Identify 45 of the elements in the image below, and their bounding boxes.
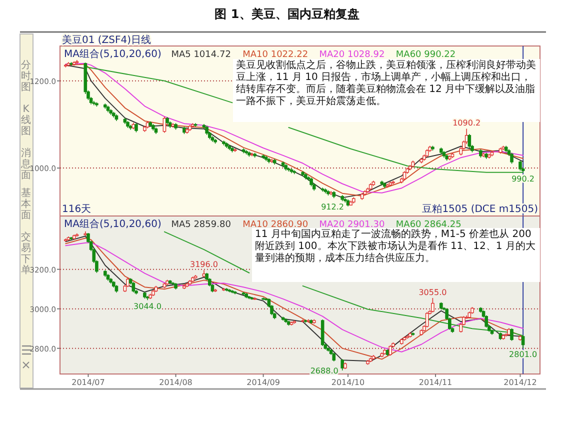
text: MA10 2860.90 bbox=[242, 220, 308, 230]
candlestick bbox=[388, 344, 392, 356]
annotation: 1090.2 bbox=[452, 118, 481, 128]
candlestick bbox=[205, 125, 208, 136]
legend-title: MA组合(5,10,20,60) bbox=[64, 48, 162, 60]
candlestick bbox=[431, 298, 434, 313]
text: MA60 990.22 bbox=[396, 50, 456, 60]
text: MA5 2859.80 bbox=[171, 220, 232, 230]
annotation: 3044.0 bbox=[134, 302, 162, 312]
text: MA60 2864.25 bbox=[396, 220, 462, 230]
annotation: 912.2 bbox=[321, 202, 344, 212]
candlestick bbox=[402, 170, 406, 181]
candlestick bbox=[510, 328, 514, 342]
candlestick bbox=[340, 358, 344, 371]
chart-subtitle: 美豆01 (ZSF4)日线 bbox=[62, 34, 152, 46]
annotation: 美豆见收割低点之后，谷物止跌，美豆粕领涨，压榨利润良好带动美豆上涨，11 月 10 日报告，市场上调单产，小幅上调压榨和出口，结转库存不变。而后，随着美豆粕物流会在 12 月中下缓解以及油脂一路不振下，美豆开始震荡走低。 bbox=[236, 60, 536, 107]
text: MA20 1028.92 bbox=[319, 50, 385, 60]
candlestick bbox=[484, 314, 488, 328]
candlestick bbox=[518, 160, 522, 172]
candlestick bbox=[468, 134, 472, 148]
text: 交易下单 bbox=[21, 231, 31, 276]
candlestick bbox=[134, 122, 138, 133]
annotation: 3055.0 bbox=[418, 288, 447, 297]
x-tick-label: 2014/12 bbox=[504, 378, 537, 387]
candlestick bbox=[521, 335, 525, 349]
text: 消息面 bbox=[20, 147, 31, 181]
text: 分时图 bbox=[21, 59, 31, 93]
x-tick-label: 2014/10 bbox=[331, 378, 365, 387]
text: 基本面 bbox=[21, 187, 31, 221]
candlestick bbox=[510, 152, 514, 164]
annotation: 11 月中旬国内豆粕走了一波流畅的跌势，M1-5 价差也从 200 附近跌到 100。本次下跌被市场认为是看作 11、12、1 月的大量到港的预期，成本压力结合供应压力。 bbox=[252, 228, 540, 282]
text: MA5 1014.72 bbox=[171, 50, 231, 60]
x-tick-label: 2014/08 bbox=[159, 378, 192, 387]
x-tick-label: 2014/11 bbox=[418, 378, 452, 387]
text: K线图 bbox=[21, 104, 31, 137]
annotation: 116天 bbox=[62, 204, 92, 215]
candlestick bbox=[425, 312, 429, 328]
x-tick-label: 2014/07 bbox=[72, 378, 105, 387]
text: MA20 2901.30 bbox=[319, 220, 385, 230]
legend-title: MA组合(5,10,20,60) bbox=[64, 218, 162, 230]
x-tick-label: 2014/09 bbox=[246, 378, 280, 387]
chart-title: 图 1、美豆、国内豆粕复盘 bbox=[214, 7, 360, 21]
annotation: 2688.0 bbox=[310, 366, 338, 376]
text: MA10 1022.22 bbox=[242, 50, 308, 60]
annotation: 3196.0 bbox=[190, 260, 218, 270]
